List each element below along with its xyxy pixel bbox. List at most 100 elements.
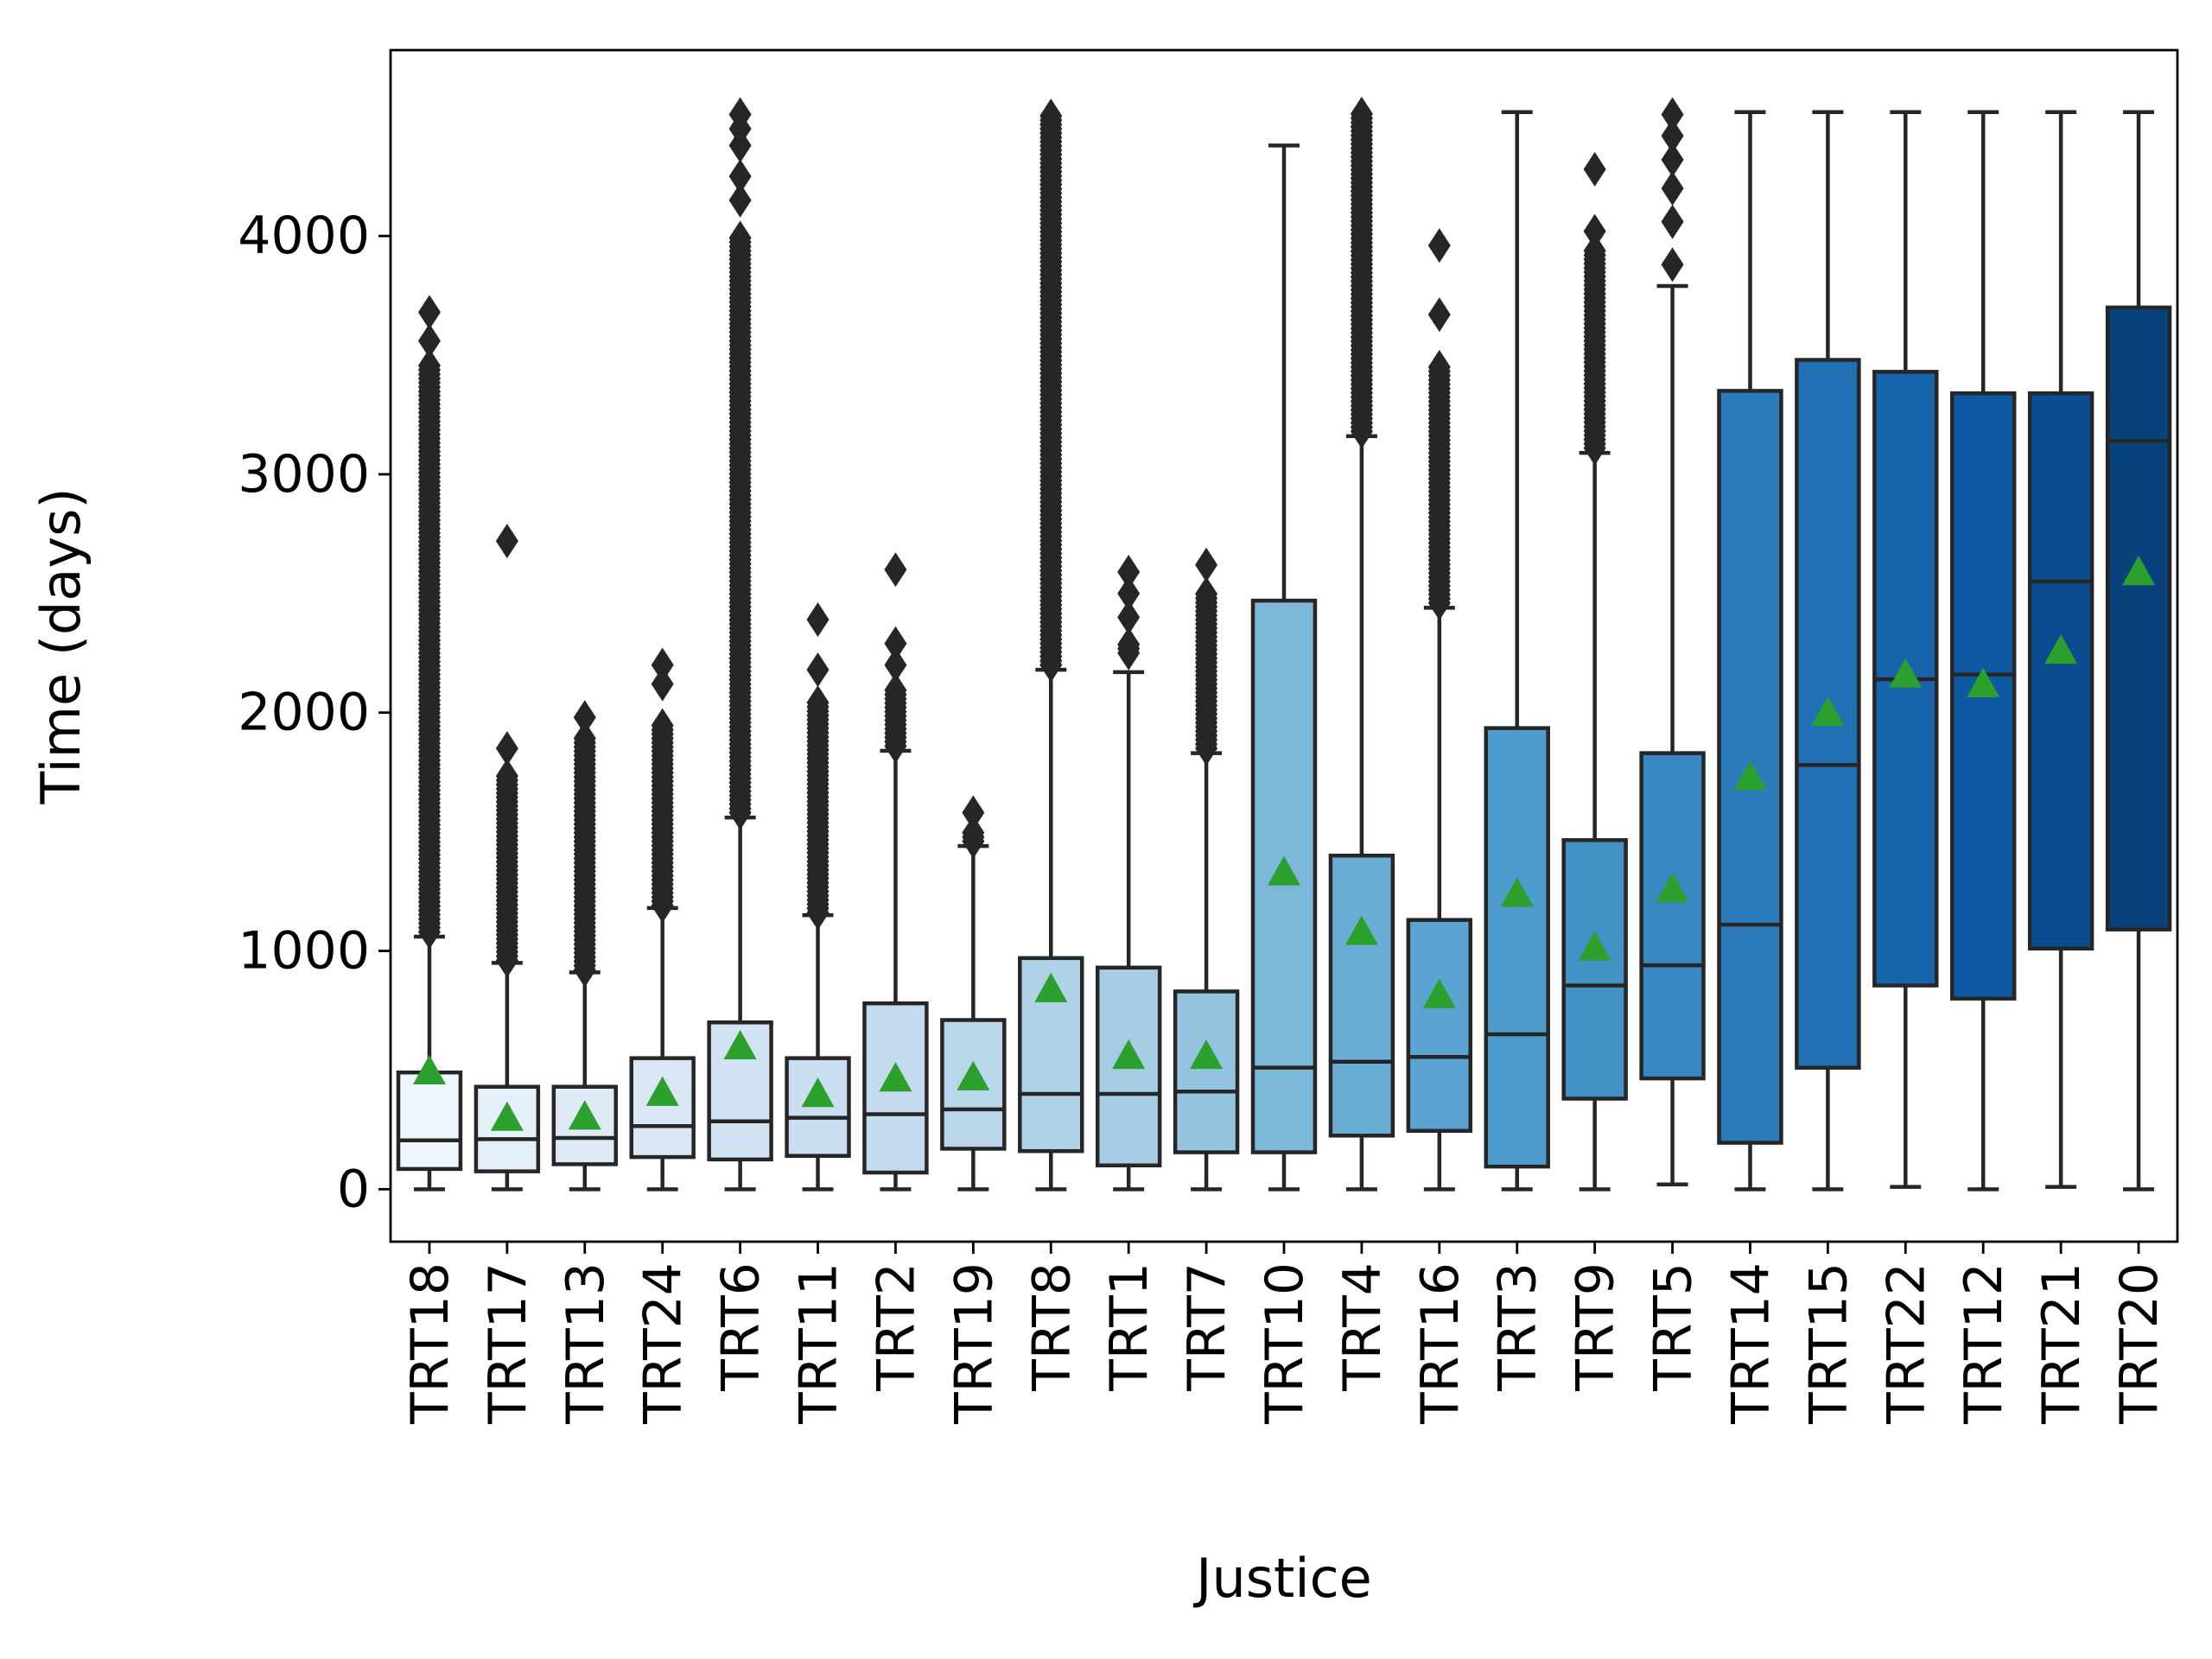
box-group-TRT4 [1328, 96, 1395, 1192]
box-group-TRT21 [2027, 110, 2094, 1189]
y-tick-label: 1000 [238, 921, 370, 982]
x-tick-label: TRT8 [1021, 1262, 1082, 1392]
outlier-point [1583, 233, 1606, 269]
outliers [1583, 151, 1606, 466]
box-iqr [940, 1018, 1007, 1151]
outliers [1661, 97, 1684, 283]
outliers [1427, 228, 1451, 620]
x-tick-label: TRT21 [2031, 1262, 2092, 1425]
box-iqr [1639, 751, 1706, 1081]
outlier-point [417, 323, 441, 359]
mean-marker [1422, 978, 1456, 1008]
outlier-point [1195, 576, 1218, 612]
box-group-TRT13 [551, 700, 618, 1192]
mean-marker [1112, 1039, 1146, 1070]
outlier-point [495, 524, 518, 559]
x-tick-label: TRT14 [1720, 1262, 1781, 1425]
box-iqr [396, 1070, 463, 1172]
x-tick-label: TRT18 [400, 1262, 461, 1425]
outliers [806, 602, 830, 931]
mean-marker [1500, 877, 1534, 907]
outlier-point [962, 795, 985, 830]
y-tick-label: 3000 [238, 444, 370, 505]
mean-marker [1190, 1039, 1224, 1070]
outlier-point [806, 652, 830, 688]
outlier-point [1427, 297, 1451, 333]
outlier-point [806, 685, 830, 721]
mean-marker [1578, 931, 1611, 961]
box-group-TRT7 [1173, 547, 1240, 1192]
outlier-point [884, 672, 907, 708]
x-tick-label: TRT12 [1954, 1262, 2014, 1425]
box-iqr [1173, 989, 1240, 1154]
box-group-TRT3 [1484, 110, 1550, 1192]
outlier-point [728, 182, 752, 218]
y-tick-label: 4000 [238, 206, 370, 266]
x-tick-label: TRT11 [789, 1262, 849, 1425]
outlier-point [1117, 575, 1141, 611]
x-tick-label: TRT1 [1099, 1262, 1160, 1392]
outlier-point [1195, 547, 1218, 582]
mean-marker [568, 1100, 601, 1130]
box-group-TRT19 [940, 795, 1007, 1192]
mean-marker [2122, 556, 2156, 586]
mean-marker [1344, 915, 1378, 945]
outlier-point [1661, 204, 1684, 239]
x-tick-label: TRT17 [478, 1262, 538, 1425]
x-tick-label: TRT13 [556, 1262, 616, 1425]
outlier-point [1661, 97, 1684, 132]
mean-marker [2044, 634, 2078, 664]
mean-marker [645, 1076, 679, 1106]
box-group-TRT11 [785, 602, 851, 1192]
outlier-point [1583, 151, 1606, 187]
box-group-TRT20 [2105, 110, 2172, 1192]
outlier-point [884, 626, 907, 661]
box-iqr [1328, 853, 1395, 1138]
mean-marker [1967, 667, 2000, 697]
y-tick-label: 0 [337, 1159, 370, 1219]
outlier-point [728, 159, 752, 194]
box-group-TRT15 [1795, 110, 1861, 1192]
outliers [651, 647, 674, 924]
mean-marker [1889, 658, 1923, 688]
mean-marker [1733, 760, 1767, 791]
x-tick-label: TRT10 [1255, 1262, 1315, 1425]
x-tick-label: TRT15 [1798, 1262, 1859, 1425]
box-group-TRT16 [1406, 228, 1473, 1192]
x-tick-label: TRT9 [1566, 1262, 1626, 1392]
outlier-point [1661, 170, 1684, 206]
x-tick-label: TRT6 [711, 1262, 772, 1392]
outlier-point [417, 295, 441, 330]
x-tick-label: TRT22 [1876, 1262, 1936, 1425]
box-group-TRT22 [1872, 110, 1939, 1189]
box-iqr [707, 1020, 773, 1162]
outlier-point [1661, 247, 1684, 283]
box-iqr [1406, 918, 1473, 1134]
outlier-point [884, 552, 907, 588]
mean-marker [490, 1101, 524, 1131]
box-group-TRT1 [1095, 555, 1162, 1192]
outlier-point [651, 708, 674, 743]
mean-marker [801, 1077, 835, 1108]
outlier-point [651, 666, 674, 702]
outlier-point [728, 220, 752, 256]
outlier-point [1661, 142, 1684, 177]
box-group-TRT18 [396, 295, 463, 1192]
box-iqr [1484, 726, 1550, 1169]
box-group-TRT9 [1561, 151, 1628, 1192]
outliers [1117, 555, 1141, 671]
box-group-TRT12 [1950, 110, 2017, 1192]
outlier-point [1117, 600, 1141, 635]
box-group-TRT8 [1018, 99, 1084, 1192]
box-iqr [1561, 838, 1628, 1101]
outlier-point [962, 815, 985, 850]
x-tick-label: TRT19 [944, 1262, 1004, 1425]
box-iqr [629, 1056, 696, 1160]
outlier-point [651, 647, 674, 683]
outliers [728, 97, 752, 830]
box-group-TRT10 [1250, 143, 1318, 1192]
outliers [495, 524, 518, 978]
x-tick-label: TRT16 [1410, 1262, 1471, 1425]
